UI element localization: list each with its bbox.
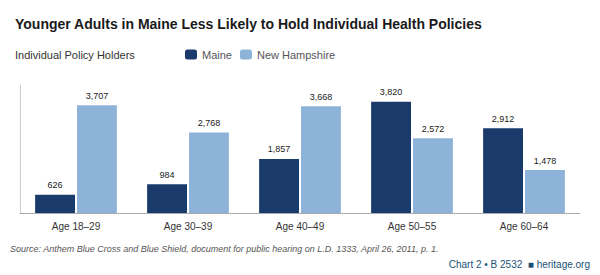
svg-text:2,912: 2,912 — [492, 114, 515, 124]
svg-text:3,668: 3,668 — [310, 92, 333, 102]
svg-text:626: 626 — [48, 180, 63, 190]
svg-text:Source: Anthem Blue Cross and: Source: Anthem Blue Cross and Blue Shiel… — [10, 244, 438, 254]
svg-text:1,857: 1,857 — [268, 144, 291, 154]
svg-text:984: 984 — [160, 170, 175, 180]
svg-text:Maine: Maine — [202, 49, 232, 61]
svg-text:Age 18–29: Age 18–29 — [52, 221, 101, 232]
svg-text:New Hampshire: New Hampshire — [257, 49, 335, 61]
svg-text:Age 50–55: Age 50–55 — [388, 221, 437, 232]
svg-text:3,707: 3,707 — [86, 91, 109, 101]
svg-text:Age 30–39: Age 30–39 — [164, 221, 213, 232]
svg-text:Younger Adults in Maine Less L: Younger Adults in Maine Less Likely to H… — [15, 16, 482, 32]
svg-text:Age 60–64: Age 60–64 — [500, 221, 549, 232]
svg-text:Individual Policy Holders: Individual Policy Holders — [15, 49, 135, 61]
svg-text:Chart 2 • B 2532 ■ heritage.o: Chart 2 • B 2532 ■ heritage.org — [449, 259, 590, 270]
svg-text:1,478: 1,478 — [534, 156, 557, 166]
svg-text:3,820: 3,820 — [380, 87, 403, 97]
svg-text:2,768: 2,768 — [198, 118, 221, 128]
svg-text:Age 40–49: Age 40–49 — [276, 221, 325, 232]
svg-text:2,572: 2,572 — [422, 124, 445, 134]
